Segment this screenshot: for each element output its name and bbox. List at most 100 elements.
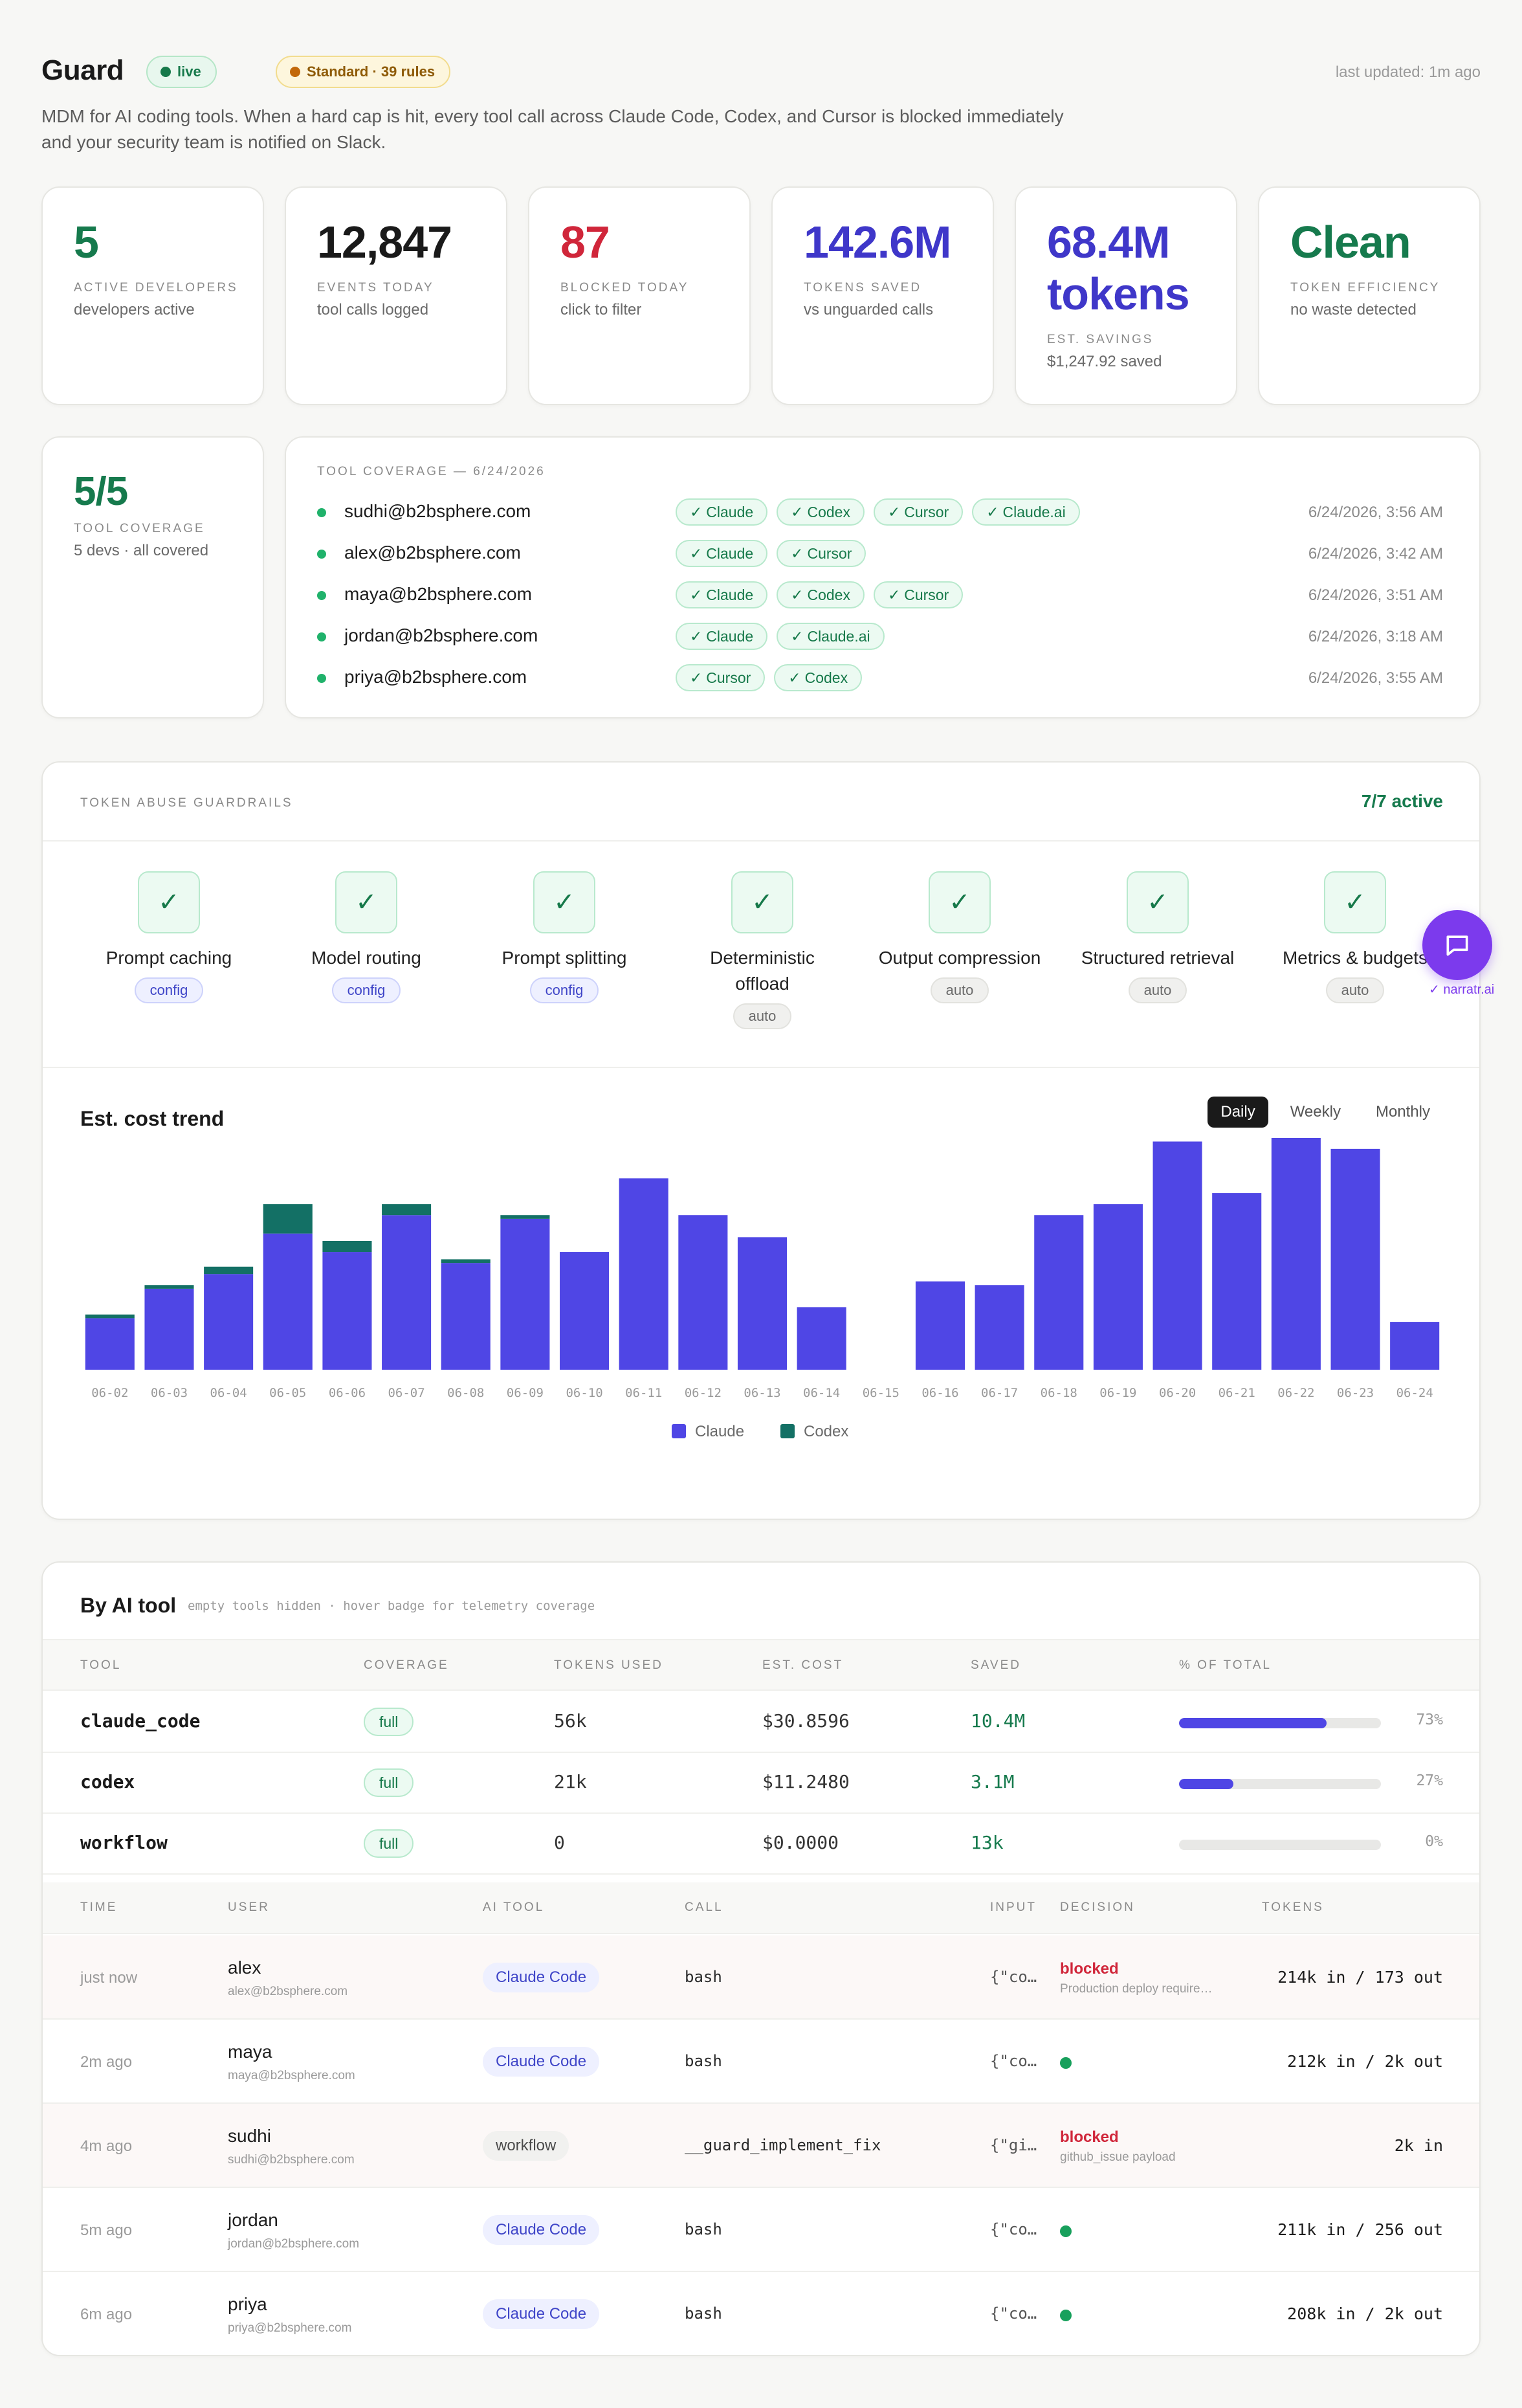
guardrail-name: Output compression: [878, 948, 1041, 968]
stat-card-est-savings[interactable]: 68.4M tokens EST. SAVINGS $1,247.92 save…: [1015, 186, 1237, 405]
bar-claude[interactable]: [1330, 1148, 1380, 1370]
bar-codex[interactable]: [204, 1266, 254, 1275]
guardrail-item[interactable]: ✓ Output compression auto: [863, 871, 1057, 1003]
bar-claude[interactable]: [500, 1218, 550, 1370]
tool-row[interactable]: codex full 21k $11.2480 3.1M 27%: [43, 1753, 1479, 1814]
guardrail-mode-badge[interactable]: auto: [1325, 977, 1385, 1003]
last-updated: last updated: 1m ago: [1335, 63, 1481, 81]
tool-chip[interactable]: ✓ Cursor: [676, 664, 766, 691]
tool-chip[interactable]: ✓ Codex: [774, 664, 863, 691]
event-input[interactable]: {"co…: [990, 2304, 1037, 2323]
bar-codex[interactable]: [144, 1285, 194, 1289]
bar-claude[interactable]: [737, 1237, 788, 1370]
tool-chip[interactable]: ✓ Claude: [676, 623, 768, 650]
bar-codex[interactable]: [441, 1259, 491, 1264]
bar-codex[interactable]: [85, 1314, 135, 1319]
event-input[interactable]: {"co…: [990, 1968, 1037, 1986]
bar-codex[interactable]: [263, 1204, 313, 1234]
tool-chip[interactable]: ✓ Claude.ai: [777, 623, 885, 650]
bar-codex[interactable]: [500, 1215, 550, 1219]
event-input[interactable]: {"co…: [990, 2052, 1037, 2070]
guardrail-mode-badge[interactable]: auto: [733, 1003, 792, 1029]
bar-claude[interactable]: [441, 1263, 491, 1370]
stat-card-events-today[interactable]: 12,847 EVENTS TODAY tool calls logged: [285, 186, 507, 405]
tool-chip[interactable]: ✓ Claude.ai: [972, 498, 1080, 526]
coverage-row[interactable]: alex@b2bsphere.com ✓ Claude ✓ Cursor 6/24/202…: [317, 537, 1443, 570]
tool-chip[interactable]: ✓ Claude: [676, 498, 768, 526]
tool-row[interactable]: workflow full 0 $0.0000 13k 0%: [43, 1814, 1479, 1875]
bar-claude[interactable]: [204, 1274, 254, 1370]
ai-tool-badge[interactable]: Claude Code: [483, 2215, 600, 2245]
tab-weekly[interactable]: Weekly: [1290, 1103, 1341, 1120]
bar-claude[interactable]: [382, 1215, 432, 1370]
bar-claude[interactable]: [619, 1178, 668, 1370]
event-input[interactable]: {"gi…: [990, 2136, 1037, 2154]
bar-claude[interactable]: [1390, 1322, 1440, 1370]
tool-chip[interactable]: ✓ Cursor: [777, 540, 866, 567]
chat-button[interactable]: [1422, 910, 1492, 980]
bar-claude[interactable]: [1153, 1141, 1202, 1370]
event-row[interactable]: 2m ago maya maya@b2bsphere.com Claude Code b…: [43, 2020, 1479, 2104]
stat-card-active-developers[interactable]: 5 ACTIVE DEVELOPERS developers active: [41, 186, 264, 405]
tool-chip[interactable]: ✓ Codex: [777, 498, 865, 526]
ai-tool-badge[interactable]: Claude Code: [483, 1963, 600, 1992]
tool-chip[interactable]: ✓ Claude: [676, 540, 768, 567]
ai-tool-badge[interactable]: Claude Code: [483, 2299, 600, 2329]
legend-swatch: [780, 1424, 795, 1438]
guardrail-item[interactable]: ✓ Metrics & budgets auto: [1258, 871, 1452, 1003]
tool-row[interactable]: claude_code full 56k $30.8596 10.4M 73%: [43, 1692, 1479, 1753]
coverage-row[interactable]: sudhi@b2bsphere.com ✓ Claude ✓ Codex ✓ Cursor ✓…: [317, 496, 1443, 528]
event-input[interactable]: {"co…: [990, 2220, 1037, 2238]
tool-chip[interactable]: ✓ Codex: [777, 581, 865, 608]
guardrail-item[interactable]: ✓ Prompt splitting config: [467, 871, 661, 1003]
bar-claude[interactable]: [975, 1285, 1024, 1370]
tab-monthly[interactable]: Monthly: [1375, 1103, 1430, 1120]
guardrail-mode-badge[interactable]: auto: [1128, 977, 1187, 1003]
guardrail-item[interactable]: ✓ Model routing config: [269, 871, 463, 1003]
bar-claude[interactable]: [322, 1252, 372, 1370]
bar-claude[interactable]: [797, 1307, 846, 1370]
stat-card-blocked-today[interactable]: 87 BLOCKED TODAY click to filter: [528, 186, 751, 405]
guardrail-mode-badge[interactable]: config: [529, 977, 599, 1003]
event-row[interactable]: 6m ago priya priya@b2bsphere.com Claude Cod…: [43, 2272, 1479, 2355]
narratr-badge[interactable]: ✓ narratr.ai: [1429, 983, 1495, 997]
coverage-row[interactable]: priya@b2bsphere.com ✓ Cursor ✓ Codex 6/24/202…: [317, 662, 1443, 694]
stat-card-token-efficiency[interactable]: Clean TOKEN EFFICIENCY no waste detected: [1258, 186, 1481, 405]
event-row[interactable]: 5m ago jordan jordan@b2bsphere.com Claude C…: [43, 2188, 1479, 2272]
ruleset-badge[interactable]: Standard · 39 rules: [276, 56, 451, 88]
guardrail-item[interactable]: ✓ Deterministic offload auto: [665, 871, 859, 1029]
bar-claude[interactable]: [560, 1252, 610, 1370]
ai-tool-badge[interactable]: workflow: [483, 2131, 569, 2161]
bar-claude[interactable]: [1093, 1204, 1143, 1370]
ai-tool-badge[interactable]: Claude Code: [483, 2047, 600, 2077]
tool-chip[interactable]: ✓ Cursor: [873, 581, 964, 608]
guardrail-mode-badge[interactable]: config: [331, 977, 401, 1003]
coverage-badge[interactable]: full: [364, 1829, 414, 1858]
tab-daily[interactable]: Daily: [1208, 1097, 1268, 1128]
coverage-row[interactable]: jordan@b2bsphere.com ✓ Claude ✓ Claude.ai 6/2…: [317, 620, 1443, 652]
coverage-row[interactable]: maya@b2bsphere.com ✓ Claude ✓ Codex ✓ Cursor 6/…: [317, 579, 1443, 611]
coverage-badge[interactable]: full: [364, 1708, 414, 1736]
bar-claude[interactable]: [915, 1281, 965, 1370]
guardrail-item[interactable]: ✓ Structured retrieval auto: [1061, 871, 1255, 1003]
coverage-badge[interactable]: full: [364, 1768, 414, 1797]
guardrail-mode-badge[interactable]: config: [134, 977, 204, 1003]
event-row[interactable]: 4m ago sudhi sudhi@b2bsphere.com workflow __…: [43, 2104, 1479, 2188]
bar-codex[interactable]: [322, 1241, 372, 1253]
guardrail-item[interactable]: ✓ Prompt caching config: [72, 871, 266, 1003]
tool-coverage-card[interactable]: 5/5 TOOL COVERAGE 5 devs · all covered: [41, 436, 264, 719]
event-row[interactable]: just now alex alex@b2bsphere.com Claude Cod…: [43, 1935, 1479, 2020]
bar-claude[interactable]: [1271, 1138, 1321, 1370]
bar-claude[interactable]: [1212, 1193, 1262, 1370]
stat-card-tokens-saved[interactable]: 142.6M TOKENS SAVED vs unguarded calls: [771, 186, 994, 405]
bar-claude[interactable]: [85, 1318, 135, 1370]
guardrail-mode-badge[interactable]: auto: [930, 977, 989, 1003]
bar-claude[interactable]: [263, 1233, 313, 1370]
tool-chip[interactable]: ✓ Cursor: [873, 498, 964, 526]
bar-claude[interactable]: [144, 1288, 194, 1370]
bar-codex[interactable]: [382, 1204, 432, 1216]
x-tick-label: 06-04: [210, 1386, 247, 1400]
tool-chip[interactable]: ✓ Claude: [676, 581, 768, 608]
bar-claude[interactable]: [678, 1215, 728, 1370]
bar-claude[interactable]: [1034, 1215, 1084, 1370]
